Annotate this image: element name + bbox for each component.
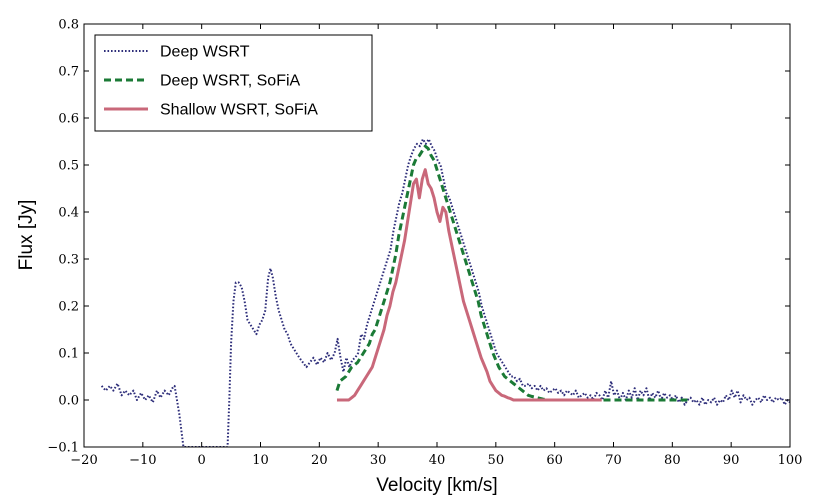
x-tick-label: 40	[429, 453, 446, 468]
y-axis-label: Flux [Jy]	[16, 200, 37, 271]
series-layer	[100, 138, 790, 447]
plot-frame	[83, 23, 791, 448]
y-tick-label: 0.8	[58, 18, 79, 33]
y-tick-label: 0.0	[58, 394, 79, 409]
series-line-deep-wsrt-sofia	[335, 144, 690, 402]
legend-label: Deep WSRT, SoFiA	[160, 73, 301, 90]
x-tick-label: 80	[664, 453, 681, 468]
x-tick-label: 30	[370, 453, 387, 468]
x-tick-label: 10	[252, 453, 269, 468]
x-tick-label: 20	[311, 453, 328, 468]
legend-label: Shallow WSRT, SoFiA	[160, 102, 318, 119]
x-tick-label: 0	[198, 453, 206, 468]
legend: Deep WSRT Deep WSRT, SoFiA Shallow WSRT, S…	[94, 34, 373, 132]
y-tick-label: 0.4	[58, 206, 79, 221]
series-line-shallow-wsrt-sofia	[336, 168, 602, 402]
y-tick-label: 0.3	[58, 253, 79, 268]
y-tick-label: −0.1	[47, 441, 79, 456]
x-tick-label: 60	[546, 453, 563, 468]
x-tick-label: 50	[488, 453, 505, 468]
x-tick-label: −20	[70, 453, 97, 468]
x-tick-label: 100	[778, 453, 803, 468]
series-line-deep-wsrt	[100, 138, 790, 447]
y-tick-label: 0.5	[58, 159, 79, 174]
x-tick-label: 70	[605, 453, 622, 468]
y-tick-label: 0.6	[58, 112, 79, 127]
legend-label: Deep WSRT	[160, 44, 250, 61]
x-tick-label: 90	[723, 453, 740, 468]
y-tick-label: 0.2	[58, 300, 79, 315]
y-tick-label: 0.1	[58, 347, 79, 362]
x-tick-label: −10	[129, 453, 156, 468]
legend-box	[94, 34, 373, 132]
y-tick-label: 0.7	[58, 65, 79, 80]
x-axis-label: Velocity [km/s]	[376, 475, 497, 496]
ticks-layer: −20 −10 0 10 20 30 40 50 60 70 80 90 100 −0.1 0.0 0.1 0.…	[47, 18, 802, 469]
